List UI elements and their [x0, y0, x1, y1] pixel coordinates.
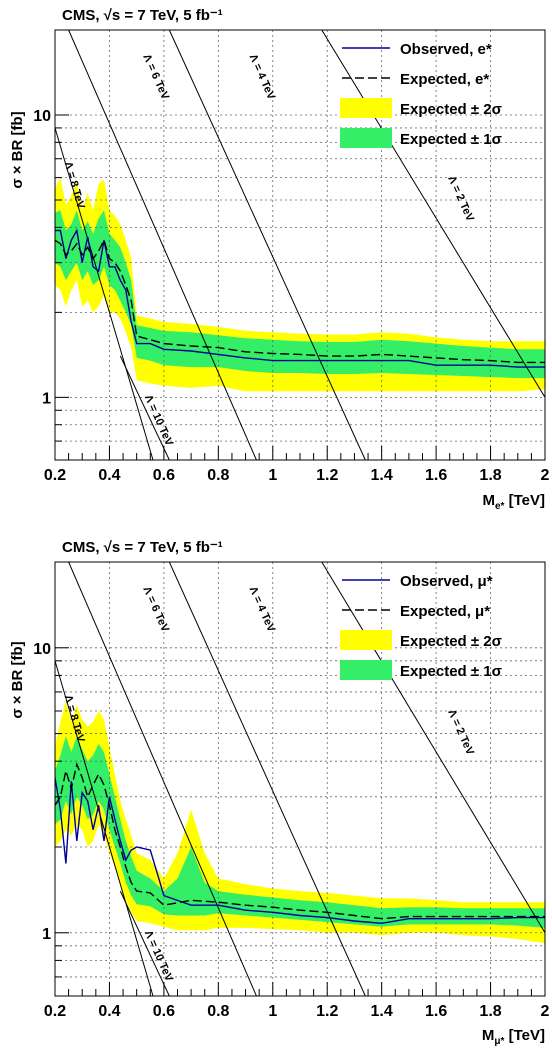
chart-title: CMS, √s = 7 TeV, 5 fb⁻¹ [62, 7, 223, 24]
legend: Observed, μ* Expected, μ* Expected ± 2σ Exp… [340, 573, 502, 680]
band-1sigma [55, 736, 545, 928]
legend-label: Expected ± 1σ [400, 663, 502, 680]
legend-label: Expected ± 1σ [400, 131, 502, 148]
lambda-contour-line [119, 355, 170, 460]
lambda-contour-line [168, 30, 366, 460]
legend-swatch [340, 128, 392, 148]
lambda-contour-label: Λ = 2 TeV [445, 708, 476, 758]
lambda-contour-label: Λ = 2 TeV [445, 174, 476, 224]
legend-label: Expected ± 2σ [400, 633, 502, 650]
y-axis-label: σ × BR [fb] [9, 641, 26, 718]
lambda-contour-label: Λ = 4 TeV [247, 52, 278, 102]
x-tick-label: 1.2 [316, 467, 338, 484]
y-tick-label: 10 [33, 641, 51, 658]
plot-clip-group [55, 562, 545, 996]
x-tick-label: 1 [268, 1003, 277, 1020]
x-tick-label: 1.8 [479, 467, 501, 484]
legend: Observed, e* Expected, e* Expected ± 2σ Exp… [340, 41, 502, 148]
legend-label: Expected ± 2σ [400, 101, 502, 118]
x-tick-label: 1.6 [425, 467, 447, 484]
x-tick-label: 0.2 [44, 467, 66, 484]
x-tick-label: 0.2 [44, 1003, 66, 1020]
lambda-contour-line [55, 127, 154, 460]
chart-title: CMS, √s = 7 TeV, 5 fb⁻¹ [62, 539, 223, 556]
x-tick-label: 0.4 [98, 1003, 120, 1020]
x-tick-label: 0.6 [153, 1003, 175, 1020]
plot-frame [54, 29, 546, 461]
band-1sigma [55, 210, 545, 379]
x-tick-label: 0.6 [153, 467, 175, 484]
x-axis-label: Mμ* [TeV] [482, 1027, 545, 1047]
lambda-contour-label: Λ = 6 TeV [140, 52, 171, 102]
x-tick-label: 0.4 [98, 467, 120, 484]
lambda-contour-line [68, 562, 257, 996]
lambda-contour-line [321, 30, 545, 398]
legend-label: Observed, e* [400, 41, 492, 58]
lambda-contour-line [55, 660, 154, 996]
lambda-contour-line [321, 562, 545, 934]
lambda-contour-line [168, 562, 366, 996]
x-tick-label: 1.6 [425, 1003, 447, 1020]
x-tick-label: 1.4 [371, 1003, 393, 1020]
expected-line [55, 761, 545, 920]
x-tick-label: 1.8 [479, 1003, 501, 1020]
x-tick-label: 1 [268, 467, 277, 484]
x-tick-label: 2 [541, 467, 550, 484]
y-tick-label: 1 [42, 390, 51, 407]
observed-line [55, 228, 545, 368]
x-tick-label: 0.8 [207, 1003, 229, 1020]
legend-label: Observed, μ* [400, 573, 493, 590]
y-tick-label: 1 [42, 926, 51, 943]
x-tick-label: 2 [541, 1003, 550, 1020]
legend-swatch [340, 630, 392, 650]
lambda-contour-line [119, 890, 170, 996]
expected-line [55, 238, 545, 364]
x-tick-label: 1.2 [316, 1003, 338, 1020]
lambda-contour-label: Λ = 6 TeV [140, 585, 171, 635]
x-axis-label: Me* [TeV] [482, 492, 545, 512]
observed-line [55, 777, 545, 925]
lambda-contour-line [68, 30, 257, 460]
y-tick-label: 10 [33, 108, 51, 125]
x-tick-label: 1.4 [371, 467, 393, 484]
legend-label: Expected, e* [400, 71, 489, 88]
legend-swatch [340, 98, 392, 118]
y-axis-label: σ × BR [fb] [9, 111, 26, 188]
legend-swatch [340, 660, 392, 680]
x-tick-label: 0.8 [207, 467, 229, 484]
legend-label: Expected, μ* [400, 603, 490, 620]
plot-clip-group [55, 30, 545, 460]
